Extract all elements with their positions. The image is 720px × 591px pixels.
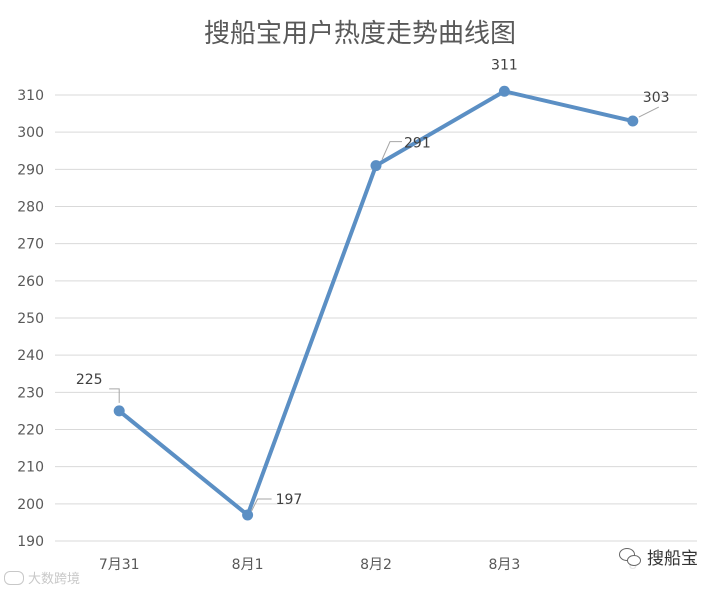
watermark-logo-icon bbox=[4, 570, 24, 585]
data-point bbox=[498, 85, 510, 97]
x-tick-label: 8月1 bbox=[232, 557, 264, 573]
x-tick-label: 8月3 bbox=[488, 557, 520, 573]
series-hotness bbox=[113, 85, 639, 521]
data-label-leader bbox=[109, 388, 120, 403]
y-tick-label: 270 bbox=[17, 237, 44, 253]
x-tick-label: 7月31 bbox=[99, 557, 140, 573]
watermark-left: 大数跨境 bbox=[4, 568, 80, 587]
data-label: 303 bbox=[643, 90, 670, 106]
y-tick-label: 300 bbox=[17, 125, 44, 141]
y-tick-label: 190 bbox=[17, 534, 44, 550]
grid-lines bbox=[55, 94, 697, 542]
y-tick-label: 250 bbox=[17, 311, 44, 327]
data-label-leader bbox=[381, 141, 402, 160]
chart-title: 搜船宝用户热度走势曲线图 bbox=[204, 19, 516, 49]
series-line bbox=[117, 89, 635, 517]
watermark-left-text: 大数跨境 bbox=[28, 572, 81, 587]
data-label-leader bbox=[638, 106, 660, 118]
y-tick-label: 230 bbox=[17, 385, 44, 401]
y-tick-label: 210 bbox=[17, 460, 44, 476]
data-point bbox=[242, 509, 254, 521]
y-tick-label: 310 bbox=[17, 88, 44, 104]
data-label-leader bbox=[251, 498, 272, 512]
data-point bbox=[370, 160, 382, 172]
y-tick-label: 280 bbox=[17, 200, 44, 216]
x-tick-label: 8月2 bbox=[360, 557, 392, 573]
wechat-icon bbox=[619, 547, 641, 566]
y-tick-label: 240 bbox=[17, 348, 44, 364]
data-point bbox=[113, 405, 125, 417]
y-tick-label: 200 bbox=[17, 497, 44, 513]
watermark-right-text: 搜船宝 bbox=[647, 549, 698, 569]
y-tick-label: 220 bbox=[17, 423, 44, 439]
x-axis-ticks: 7月318月18月28月38 bbox=[99, 557, 637, 573]
data-label: 291 bbox=[404, 136, 431, 152]
data-label: 311 bbox=[491, 57, 518, 73]
y-tick-label: 260 bbox=[17, 274, 44, 290]
y-axis-ticks: 190 200 210 220 230 240 250 260 270 280 290 300 310 bbox=[17, 88, 44, 550]
data-label: 225 bbox=[76, 372, 103, 388]
y-tick-label: 290 bbox=[17, 162, 44, 178]
data-label: 197 bbox=[276, 492, 303, 508]
data-labels: 225 197 291 311 303 bbox=[76, 57, 670, 512]
data-point bbox=[627, 115, 639, 127]
watermark-right: 搜船宝 bbox=[619, 544, 698, 569]
